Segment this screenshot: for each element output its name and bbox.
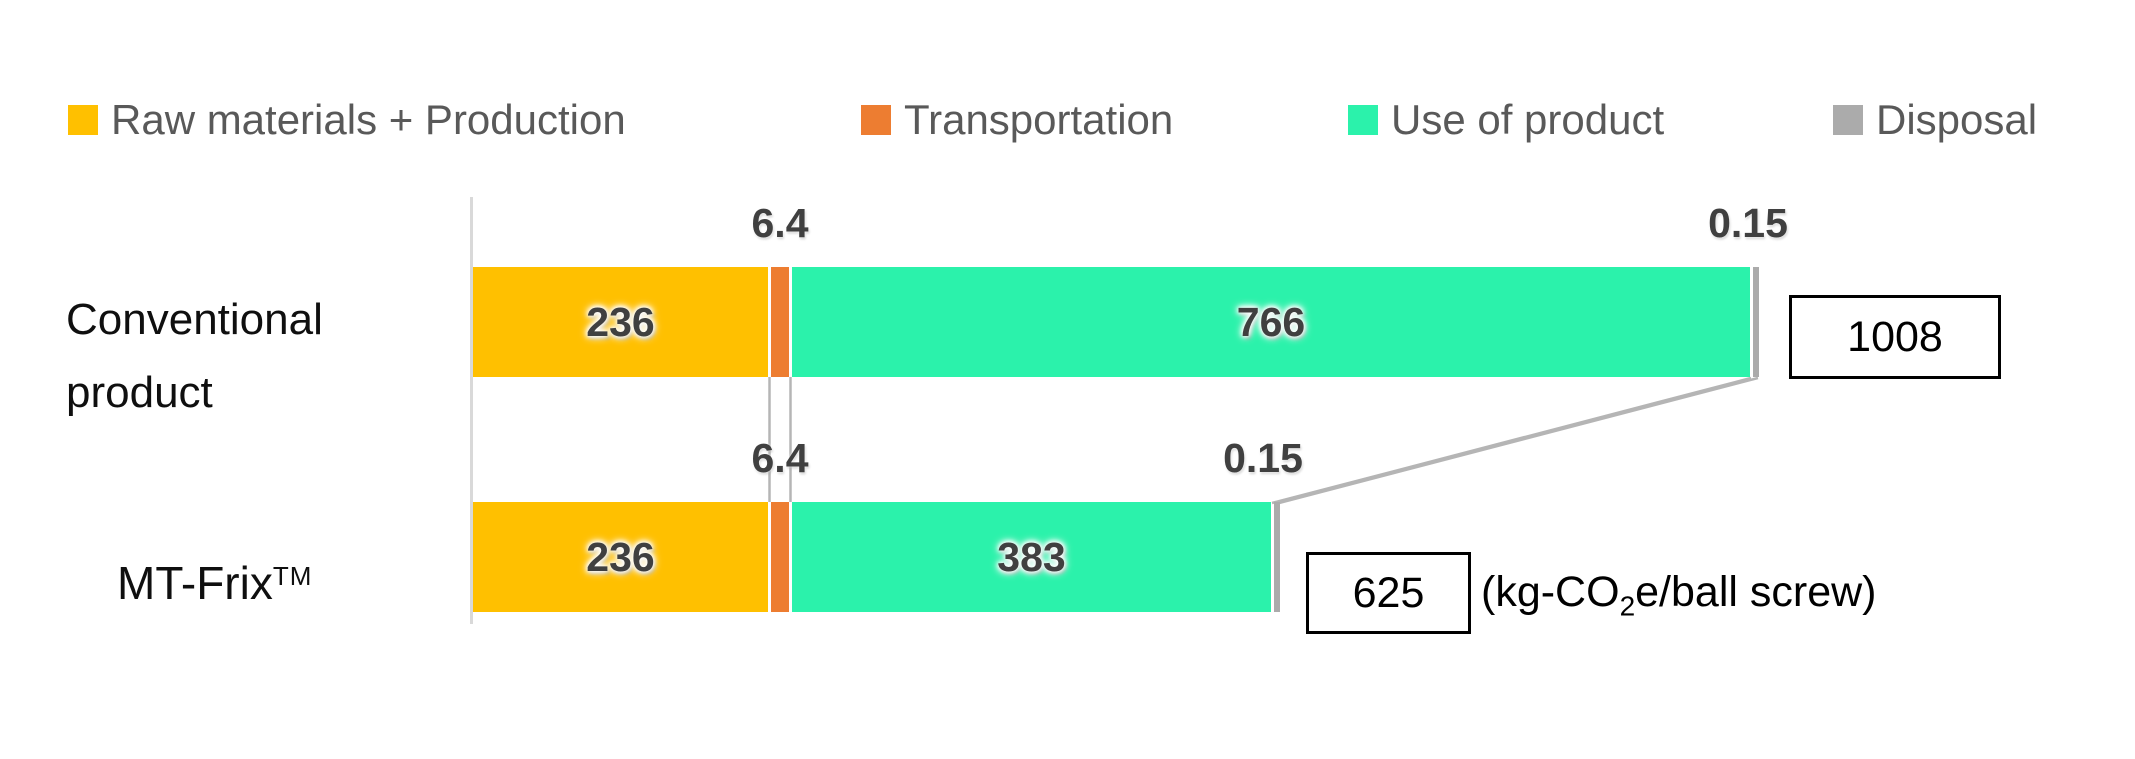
callout-disposal-bar2: 0.15 [1223,435,1303,481]
segment-value-label: 236 [586,533,655,580]
bar-conventional-product: 236 766 [473,267,1759,377]
segment-raw-materials: 236 [473,267,768,377]
legend-label: Use of product [1391,96,1665,143]
category-label-line: Conventional [66,295,323,344]
segment-transportation [771,267,789,377]
category-label-conventional-product: Conventional product [66,283,323,429]
legend-item-transportation: Transportation [861,92,1173,148]
category-label-line: product [66,368,213,417]
trademark-superscript: TM [272,561,313,591]
y-axis-line [470,197,473,624]
legend-swatch-raw-materials-icon [68,105,98,135]
total-value: 625 [1352,568,1425,617]
segment-transportation [771,502,789,612]
unit-label: (kg-CO2e/ball screw) [1481,568,1877,623]
total-value: 1008 [1847,312,1943,361]
legend-label: Transportation [904,96,1174,143]
bar-mt-frix: 236 383 [473,502,1280,612]
unit-subscript: 2 [1619,590,1636,622]
total-box-conventional: 1008 [1789,295,2001,379]
legend-swatch-transportation-icon [861,105,891,135]
legend-item-use-of-product: Use of product [1348,92,1664,148]
segment-use-of-product: 766 [792,267,1750,377]
legend-swatch-disposal-icon [1833,105,1863,135]
callout-transportation-bar1: 6.4 [751,200,809,246]
segment-raw-materials: 236 [473,502,768,612]
legend-item-raw-materials: Raw materials + Production [68,92,626,148]
segment-value-label: 383 [997,533,1066,580]
callout-transportation-bar2: 6.4 [751,435,809,481]
callout-disposal-bar1: 0.15 [1708,200,1788,246]
segment-disposal [1274,502,1280,612]
legend-swatch-use-of-product-icon [1348,105,1378,135]
legend-label: Raw materials + Production [111,96,626,143]
segment-value-label: 766 [1236,298,1306,345]
connector-line-bar-end [1278,376,1759,505]
category-label-mt-frix: MT-FrixTM [117,560,312,606]
legend-label: Disposal [1876,96,2038,143]
unit-label-part: e/ball screw) [1635,568,1877,616]
segment-disposal [1753,267,1759,377]
segment-use-of-product: 383 [792,502,1271,612]
unit-label-part: (kg-CO [1481,568,1620,616]
category-label-line: MT-Frix [117,557,273,609]
segment-value-label: 236 [586,298,655,345]
legend-item-disposal: Disposal [1833,92,2037,148]
connector-line-teal-boundary [1271,376,1752,505]
total-box-mt-frix: 625 [1306,552,1471,634]
